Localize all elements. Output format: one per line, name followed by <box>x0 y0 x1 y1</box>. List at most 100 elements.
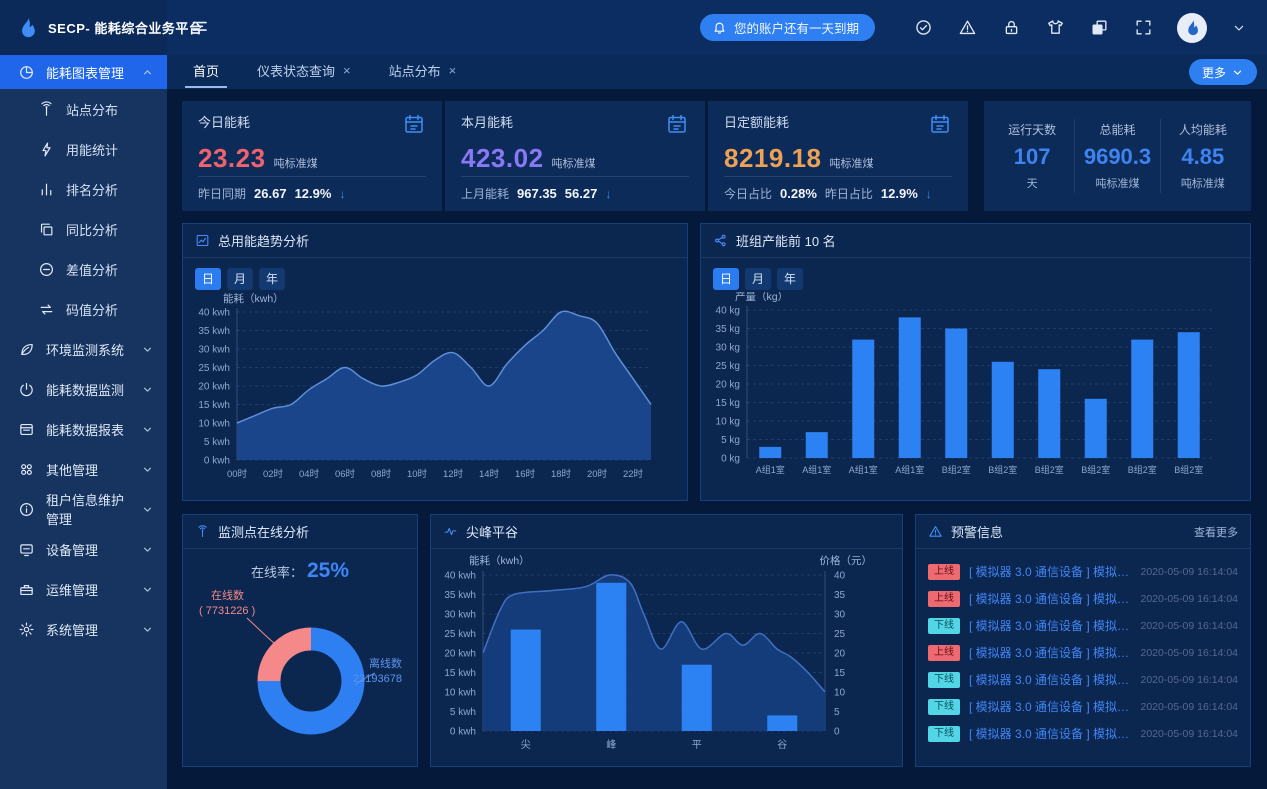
tab-label: 站点分布 <box>388 64 441 79</box>
sidebar-item-swap[interactable]: 码值分析 <box>0 289 167 329</box>
sidebar-item-bars[interactable]: 排名分析 <box>0 169 167 209</box>
fullscreen-icon[interactable] <box>1133 18 1153 38</box>
online-rate-value: 25% <box>306 559 350 582</box>
svg-text:20时: 20时 <box>587 468 608 480</box>
stat-footer-value: 12.9% <box>294 186 332 201</box>
alert-row-3[interactable]: 上线 [ 模拟器 3.0 通信设备 ] 模拟器 3.0... 2020-05-09 … <box>928 639 1238 666</box>
tab-close-icon[interactable]: × <box>343 63 351 78</box>
chevron-down-icon <box>141 383 154 396</box>
chevron-up-icon <box>141 66 154 79</box>
sidebar-item-label: 差值分析 <box>66 262 119 278</box>
chevron-down-icon <box>141 423 154 436</box>
period-toggle-年[interactable]: 年 <box>259 268 285 290</box>
trend-panel: 总用能趋势分析 日月年 0 kwh 5 kwh 10 kwh 15 kwh 20 kwh… <box>182 223 688 501</box>
tab-home[interactable]: 首页 <box>185 55 228 88</box>
alerts-more-link[interactable]: 查看更多 <box>1194 526 1238 539</box>
trend-area-chart[interactable]: 0 kwh 5 kwh 10 kwh 15 kwh 20 kwh 25 kwh 30 kwh… <box>183 292 659 488</box>
svg-text:15 kwh: 15 kwh <box>198 400 230 411</box>
chevron-down-icon <box>141 583 154 596</box>
tab-close-icon[interactable]: × <box>448 63 457 78</box>
period-toggle-年[interactable]: 年 <box>777 268 803 290</box>
svg-text:25 kwh: 25 kwh <box>198 363 230 374</box>
theme-icon[interactable] <box>1045 18 1065 38</box>
svg-text:B组2室: B组2室 <box>942 464 971 475</box>
svg-text:20: 20 <box>834 649 846 660</box>
stat-footer-value: 56.27 <box>564 186 598 201</box>
svg-text:5: 5 <box>834 707 840 718</box>
sidebar-item-bolt[interactable]: 用能统计 <box>0 129 167 169</box>
svg-text:离线数: 离线数 <box>369 656 402 670</box>
sidebar-item-minus-circle[interactable]: 差值分析 <box>0 249 167 289</box>
alert-status-badge: 上线 <box>928 563 960 580</box>
summary-item-2: 人均能耗 4.85 吨标准煤 <box>1159 119 1245 193</box>
alert-row-6[interactable]: 下线 [ 模拟器 3.0 通信设备 ] 模拟器 3.0... 2020-05-09 … <box>928 720 1238 747</box>
avatar[interactable] <box>1177 12 1207 43</box>
user-menu-chevron-down-icon[interactable] <box>1231 20 1247 36</box>
collapse-menu-icon[interactable] <box>191 18 211 38</box>
tab-1[interactable]: 仪表状态查询 × <box>249 55 359 88</box>
chevron-down-icon <box>141 503 154 516</box>
alert-triangle-icon <box>928 524 943 539</box>
stat-unit: 吨标准煤 <box>829 158 874 170</box>
tab-2[interactable]: 站点分布 × <box>381 55 465 88</box>
monitor-point-icon <box>195 524 210 539</box>
svg-text:尖: 尖 <box>521 738 531 751</box>
svg-text:15 kg: 15 kg <box>716 398 740 409</box>
power-icon <box>18 381 35 398</box>
stat-title: 本月能耗 <box>461 115 514 130</box>
windows-icon[interactable] <box>1089 18 1109 38</box>
sidebar-group-circles[interactable]: 其他管理 <box>0 449 167 489</box>
alert-row-0[interactable]: 上线 [ 模拟器 3.0 通信设备 ] 模拟器 3.0... 2020-05-09 … <box>928 558 1238 585</box>
svg-text:10 kwh: 10 kwh <box>444 688 476 699</box>
more-tabs-button[interactable]: 更多 <box>1188 59 1257 85</box>
sidebar-item-antenna[interactable]: 站点分布 <box>0 89 167 129</box>
online-panel: 监测点在线分析 在线率： 25% 在线数 ( 7731226 ) 离线数 2319367… <box>182 514 418 767</box>
svg-text:谷: 谷 <box>777 739 787 751</box>
ranking-bar-chart[interactable]: 0 kg 5 kg 10 kg 15 kg 20 kg 25 kg 30 kg 35 kg 40… <box>701 292 1224 488</box>
alert-row-2[interactable]: 下线 [ 模拟器 3.0 通信设备 ] 模拟器 3.0... 2020-05-09 … <box>928 612 1238 639</box>
svg-text:35 kwh: 35 kwh <box>198 326 230 337</box>
verify-icon[interactable] <box>913 18 933 38</box>
online-donut-chart[interactable]: 在线数 ( 7731226 ) 离线数 23193678 <box>195 585 405 757</box>
svg-text:10: 10 <box>834 688 846 699</box>
online-rate-label: 在线率： <box>250 565 303 580</box>
stat-title: 日定额能耗 <box>724 115 790 130</box>
ranking-panel: 班组产能前 10 名 日月年 0 kg 5 kg 10 kg 15 kg 20 kg 25… <box>700 223 1251 501</box>
online-panel-header: 监测点在线分析 <box>183 515 417 549</box>
alert-row-4[interactable]: 下线 [ 模拟器 3.0 通信设备 ] 模拟器 3.0... 2020-05-09 … <box>928 666 1238 693</box>
alert-text: [ 模拟器 3.0 通信设备 ] 模拟器 3.0... <box>969 673 1132 687</box>
svg-text:在线数: 在线数 <box>211 588 244 602</box>
ranking-panel-header: 班组产能前 10 名 <box>701 224 1250 258</box>
sidebar-group-energy-charts[interactable]: 能耗图表管理 <box>0 55 167 89</box>
period-toggle-日[interactable]: 日 <box>713 268 739 290</box>
sidebar-group-power[interactable]: 能耗数据监测 <box>0 369 167 409</box>
sidebar-group-info[interactable]: 租户信息维护管理 <box>0 489 167 529</box>
sidebar-item-copy[interactable]: 同比分析 <box>0 209 167 249</box>
lock-icon[interactable] <box>1001 18 1021 38</box>
swap-icon <box>38 301 55 318</box>
sidebar-group-gear[interactable]: 系统管理 <box>0 609 167 649</box>
period-toggle-月[interactable]: 月 <box>227 268 253 290</box>
sidebar-group-toolbox[interactable]: 运维管理 <box>0 569 167 609</box>
svg-text:5 kwh: 5 kwh <box>204 437 230 448</box>
account-expiry-notice[interactable]: 您的账户还有一天到期 <box>699 14 875 41</box>
svg-text:0 kwh: 0 kwh <box>204 456 230 467</box>
stat-value: 23.23 <box>198 143 266 173</box>
sidebar-group-device[interactable]: 设备管理 <box>0 529 167 569</box>
svg-text:B组2室: B组2室 <box>1174 464 1203 475</box>
sidebar-group-leaf[interactable]: 环境监测系统 <box>0 329 167 369</box>
alert-row-1[interactable]: 上线 [ 模拟器 3.0 通信设备 ] 模拟器 3.0... 2020-05-09 … <box>928 585 1238 612</box>
period-toggle-日[interactable]: 日 <box>195 268 221 290</box>
svg-text:峰: 峰 <box>606 739 616 751</box>
charts-row-2: 监测点在线分析 在线率： 25% 在线数 ( 7731226 ) 离线数 2319367… <box>182 514 1251 767</box>
peak-valley-combo-chart[interactable]: 0 kwh 0 5 kwh 5 10 kwh 10 15 kwh 15 20 kwh 20 25 k… <box>431 555 876 765</box>
svg-text:22时: 22时 <box>623 468 644 480</box>
sidebar-group-report[interactable]: 能耗数据报表 <box>0 409 167 449</box>
period-toggle-月[interactable]: 月 <box>745 268 771 290</box>
flame-logo-icon <box>14 15 40 41</box>
alert-row-5[interactable]: 下线 [ 模拟器 3.0 通信设备 ] 模拟器 3.0... 2020-05-09 … <box>928 693 1238 720</box>
warning-icon[interactable] <box>957 18 977 38</box>
svg-text:14时: 14时 <box>479 468 500 480</box>
alert-status-badge: 下线 <box>928 671 960 688</box>
